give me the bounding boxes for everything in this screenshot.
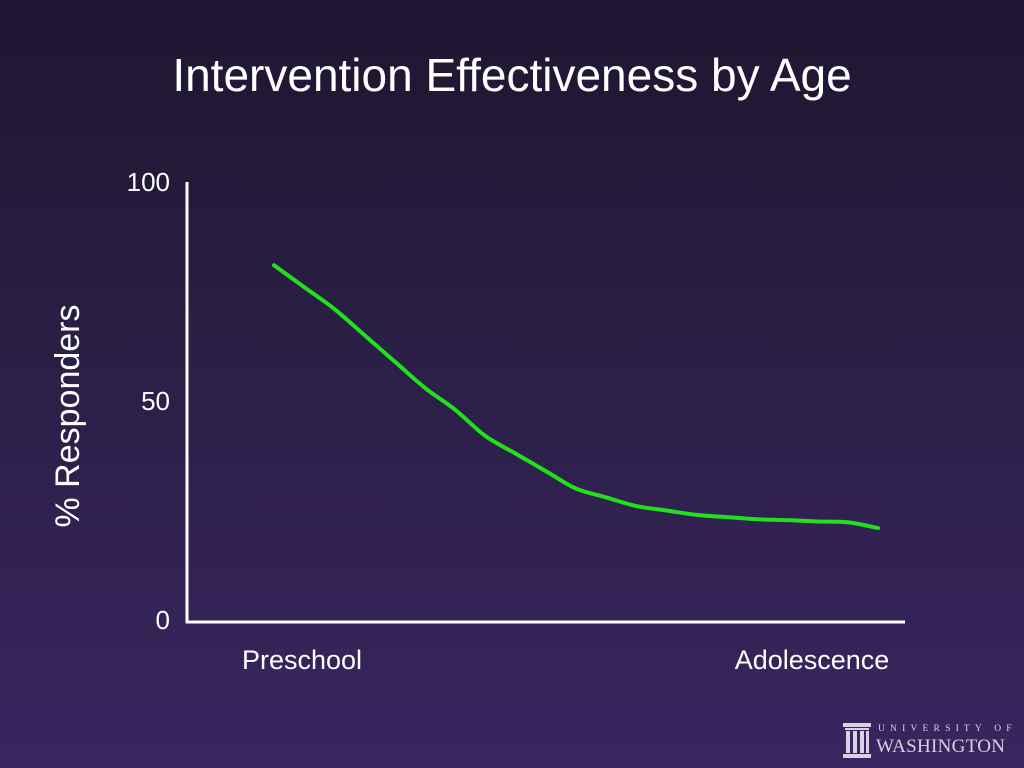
x-category-label: Adolescence	[735, 645, 890, 675]
logo-text-university-of: UNIVERSITY OF	[878, 724, 1017, 734]
series-line	[272, 263, 880, 530]
y-axis-label: % Responders	[49, 304, 87, 527]
y-tick-label: 50	[141, 386, 170, 416]
chart-axes	[185, 182, 905, 624]
pillars-icon	[843, 723, 871, 758]
y-tick-label: 0	[156, 605, 170, 635]
y-tick-labels: 0 50 100	[127, 167, 170, 635]
university-logo: UNIVERSITY OF WASHINGTON	[842, 720, 1018, 764]
slide-title: Intervention Effectiveness by Age	[172, 49, 852, 101]
x-category-labels: Preschool Adolescence	[242, 645, 889, 675]
chart-series	[272, 263, 880, 530]
y-tick-label: 100	[127, 167, 170, 197]
logo-text-washington: WASHINGTON	[876, 736, 1006, 757]
x-category-label: Preschool	[242, 645, 362, 675]
